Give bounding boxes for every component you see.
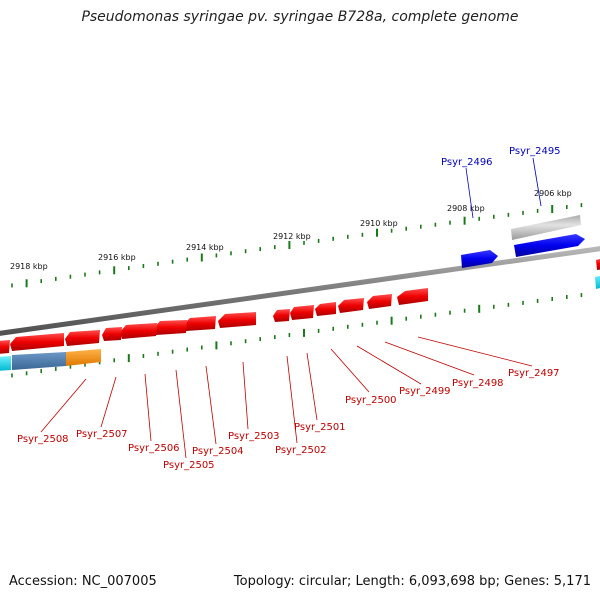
tick-label-2918: 2918 kbp (10, 262, 48, 271)
callout-line-2503 (242, 361, 249, 430)
callout-line-2508 (40, 378, 87, 433)
outer-scale-track (11, 203, 583, 288)
callout-line-2504 (205, 365, 217, 445)
callout-line-2502 (286, 355, 298, 444)
gene-partial-right (596, 259, 600, 270)
tick-label-2910: 2910 kbp (360, 219, 398, 228)
callout-line-2501 (306, 352, 318, 421)
gene-cyan-right (595, 275, 600, 289)
label-psyr-2498[interactable]: Psyr_2498 (452, 378, 504, 389)
tick-label-2912: 2912 kbp (273, 232, 311, 241)
label-psyr-2501[interactable]: Psyr_2501 (294, 422, 346, 433)
gene-psyr-2500[interactable] (315, 302, 336, 316)
label-psyr-2505[interactable]: Psyr_2505 (163, 460, 215, 471)
gene-psyr-2506[interactable] (120, 323, 157, 339)
gene-red-left-edge (0, 340, 10, 354)
gene-cyan-left (0, 356, 11, 371)
scale-labels: 2918 kbp 2916 kbp 2914 kbp 2912 kbp 2910… (10, 189, 572, 271)
label-psyr-2495[interactable]: Psyr_2495 (509, 146, 561, 157)
gene-red-long (10, 333, 64, 351)
gene-psyr-2497[interactable] (397, 288, 428, 305)
tick-label-2916: 2916 kbp (98, 253, 136, 262)
gene-psyr-2503[interactable] (218, 312, 256, 328)
callout-line-2500 (330, 348, 370, 393)
callout-line-2506 (144, 373, 152, 442)
label-psyr-2497[interactable]: Psyr_2497 (508, 368, 560, 379)
tick-label-2906: 2906 kbp (534, 189, 572, 198)
label-psyr-2502[interactable]: Psyr_2502 (275, 445, 327, 456)
gene-psyr-2499[interactable] (338, 298, 364, 313)
label-psyr-2496[interactable]: Psyr_2496 (441, 157, 493, 168)
gene-psyr-2495[interactable] (514, 234, 585, 257)
gene-steel-blue (12, 352, 66, 370)
accession-label: Accession: NC_007005 (9, 574, 157, 589)
label-psyr-2504[interactable]: Psyr_2504 (192, 446, 244, 457)
callout-line-2507 (100, 376, 117, 428)
gene-psyr-2498[interactable] (367, 294, 392, 309)
forward-strand-genes (461, 215, 600, 289)
gene-psyr-2508[interactable] (65, 330, 100, 346)
callout-line-2496 (465, 167, 474, 219)
tick-label-2908: 2908 kbp (447, 204, 485, 213)
callout-line-2497 (417, 336, 533, 367)
label-psyr-2503[interactable]: Psyr_2503 (228, 431, 280, 442)
gene-psyr-2496[interactable] (461, 250, 498, 268)
genome-stats-label: Topology: circular; Length: 6,093,698 bp… (233, 574, 591, 589)
label-psyr-2499[interactable]: Psyr_2499 (399, 386, 451, 397)
callout-line-2498 (384, 341, 475, 376)
gene-psyr-2507[interactable] (102, 327, 122, 341)
label-psyr-2508[interactable]: Psyr_2508 (17, 434, 69, 445)
reverse-strand-genes (0, 288, 428, 371)
label-psyr-2500[interactable]: Psyr_2500 (345, 395, 397, 406)
gene-psyr-2502[interactable] (273, 309, 290, 322)
gene-psyr-2504[interactable] (184, 316, 216, 331)
callout-line-2499 (356, 345, 422, 385)
callout-line-2495 (532, 157, 542, 207)
gene-labels: Psyr_2496 Psyr_2495 Psyr_2508 Psyr_2507 … (17, 146, 561, 471)
gene-psyr-2505[interactable] (154, 320, 187, 335)
callout-line-2505 (175, 369, 187, 459)
label-psyr-2506[interactable]: Psyr_2506 (128, 443, 180, 454)
callout-lines (40, 157, 542, 459)
gene-orange (66, 349, 101, 366)
label-psyr-2507[interactable]: Psyr_2507 (76, 429, 128, 440)
gene-grey-segment (511, 215, 581, 240)
gene-psyr-2501[interactable] (290, 305, 314, 320)
map-title: Pseudomonas syringae pv. syringae B728a,… (81, 9, 519, 25)
tick-label-2914: 2914 kbp (186, 243, 224, 252)
genome-backbone (0, 246, 600, 336)
